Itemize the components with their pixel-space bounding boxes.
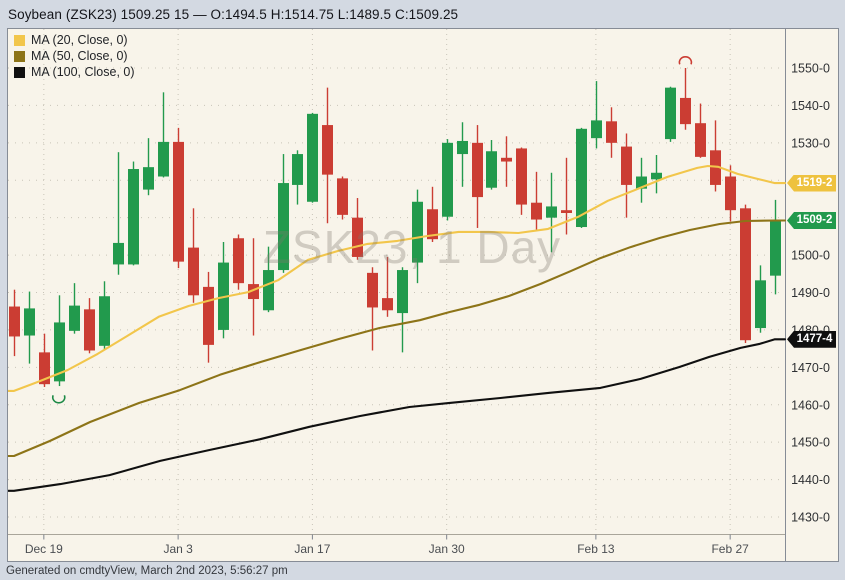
candle-45[interactable] [680,68,691,130]
date-tick-label: Feb 13 [577,542,615,556]
candle-44[interactable] [665,86,676,142]
study-legend: MA (20, Close, 0) MA (50, Close, 0) MA (… [14,32,135,80]
date-tick-label: Jan 17 [294,542,330,556]
date-tick-label: Jan 30 [429,542,465,556]
quote-title: Soybean (ZSK23) 1509.25 15 — O:1494.5 H:… [8,6,459,22]
quote-header: Soybean (ZSK23) 1509.25 15 — O:1494.5 H:… [0,0,845,28]
candle-49[interactable] [740,204,751,344]
candles[interactable] [9,68,781,387]
candle-47[interactable] [710,120,721,192]
candle-11[interactable] [173,127,184,269]
candle-15[interactable] [233,234,244,290]
candle-1[interactable] [24,291,35,364]
price-tick-label: 1430-0 [791,511,830,525]
candle-48[interactable] [725,165,736,222]
candle-40[interactable] [606,107,617,158]
chart-panel[interactable]: 1550-0 1540-0 1530-0 1520-0 1510-0 1500-0 1490… [7,28,839,562]
candle-46[interactable] [695,103,706,158]
high-marker-arc-icon [678,56,693,65]
time-axis[interactable]: Dec 19 Jan 3 Jan 17 Jan 30 Feb 13 Feb 27 [25,534,749,557]
legend-item-ma20[interactable]: MA (20, Close, 0) [14,32,135,48]
price-tick-label: 1450-0 [791,436,830,450]
candle-9[interactable] [143,138,154,196]
date-tick-label: Feb 27 [711,542,749,556]
candle-21[interactable] [322,87,333,224]
candle-23[interactable] [352,198,363,260]
candle-7[interactable] [113,152,124,275]
price-tick-label: 1480-0 [791,323,830,337]
candle-35[interactable] [531,171,542,230]
legend-item-ma100[interactable]: MA (100, Close, 0) [14,64,135,80]
low-marker-arc-icon [51,395,66,404]
candle-10[interactable] [158,92,169,178]
ma50-line [8,219,787,458]
axis-frame [8,29,786,561]
candle-24[interactable] [367,267,378,351]
candle-38[interactable] [576,127,587,228]
candle-42[interactable] [636,157,647,203]
candle-20[interactable] [307,112,318,203]
candle-27[interactable] [412,189,423,284]
candle-39[interactable] [591,81,602,149]
price-tick-label: 1460-0 [791,398,830,412]
candle-29[interactable] [442,139,453,221]
candle-2[interactable] [39,333,50,387]
candle-26[interactable] [397,267,408,353]
candle-50[interactable] [755,265,766,333]
gridlines [8,29,785,534]
candle-6[interactable] [99,281,110,351]
price-tick-label: 1530-0 [791,136,830,150]
price-tick-label: 1520-0 [791,174,830,188]
candle-19[interactable] [292,150,303,205]
candle-5[interactable] [84,298,95,354]
candle-0[interactable] [9,289,20,357]
generated-timestamp: Generated on cmdtyView, March 2nd 2023, … [6,565,288,577]
candle-8[interactable] [128,161,139,266]
candle-22[interactable] [337,176,348,220]
ma100-swatch-icon [14,66,25,78]
candle-31[interactable] [472,125,483,228]
ma20-label: MA (20, Close, 0) [31,33,128,47]
footer-bar: Generated on cmdtyView, March 2nd 2023, … [0,562,845,580]
candle-34[interactable] [516,147,527,215]
price-tick-label: 1500-0 [791,249,830,263]
candle-33[interactable] [501,136,512,187]
price-tick-label: 1550-0 [791,62,830,76]
price-tick-label: 1470-0 [791,361,830,375]
price-axis[interactable]: 1550-0 1540-0 1530-0 1520-0 1510-0 1500-0 1490… [791,62,830,525]
candle-12[interactable] [188,208,199,303]
candle-13[interactable] [203,271,214,363]
candle-51[interactable] [770,199,781,295]
candle-3[interactable] [54,295,65,387]
candle-17[interactable] [263,246,274,313]
candle-41[interactable] [621,133,632,218]
candle-16[interactable] [248,238,259,336]
price-tick-label: 1490-0 [791,286,830,300]
candle-30[interactable] [457,122,468,187]
ma100-label: MA (100, Close, 0) [31,65,135,79]
ma50-swatch-icon [14,50,25,62]
date-tick-label: Dec 19 [25,542,63,556]
candle-4[interactable] [69,283,80,334]
legend-item-ma50[interactable]: MA (50, Close, 0) [14,48,135,64]
ma20-line [8,164,787,392]
candle-25[interactable] [382,256,393,317]
moving-average-lines [8,164,787,492]
candle-28[interactable] [427,186,438,242]
price-tick-label: 1540-0 [791,99,830,113]
price-tick-label: 1510-0 [791,211,830,225]
ma20-swatch-icon [14,34,25,46]
candle-43[interactable] [651,154,662,194]
candle-36[interactable] [546,172,557,253]
candle-18[interactable] [278,154,289,273]
candle-32[interactable] [486,140,497,190]
date-tick-label: Jan 3 [163,542,193,556]
ma100-line [8,338,787,492]
price-tick-label: 1440-0 [791,473,830,487]
chart-canvas[interactable]: 1550-0 1540-0 1530-0 1520-0 1510-0 1500-0 1490… [8,29,838,561]
candle-14[interactable] [218,241,229,339]
ma50-label: MA (50, Close, 0) [31,49,128,63]
annotations [51,56,693,404]
